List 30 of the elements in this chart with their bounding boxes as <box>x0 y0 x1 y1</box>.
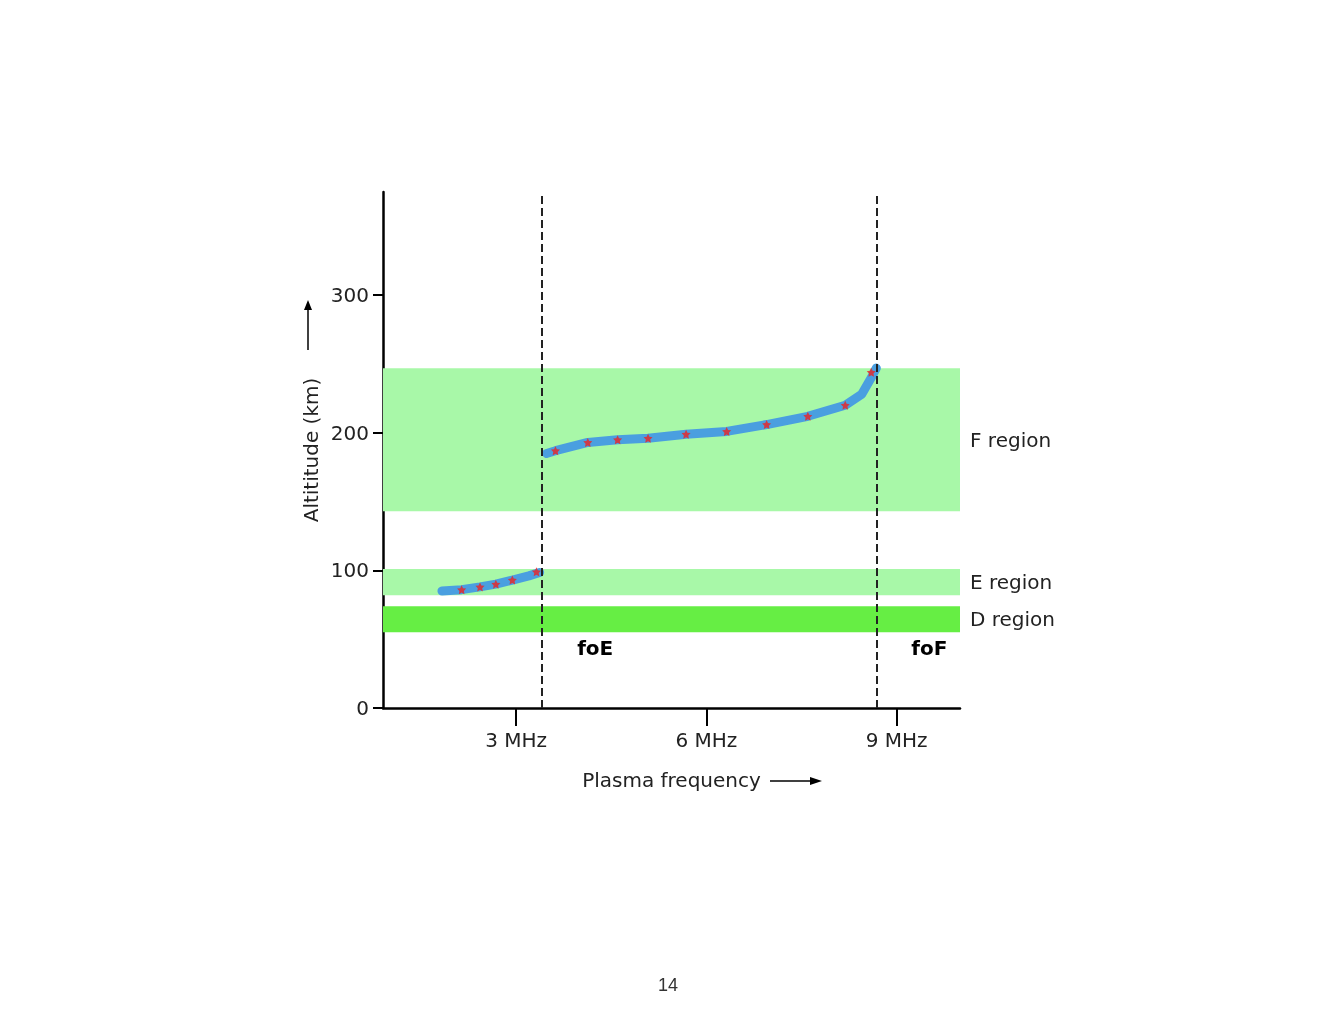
y-tick-label: 0 <box>356 696 369 720</box>
point <box>550 446 560 456</box>
x-tick-label: 6 MHz <box>675 728 738 752</box>
point <box>681 429 691 439</box>
point <box>643 433 653 443</box>
x-axis-title: Plasma frequency <box>582 768 762 792</box>
y-tick-label: 300 <box>330 283 369 308</box>
y-tick-label: 200 <box>330 420 369 445</box>
point <box>531 567 541 577</box>
point <box>475 582 485 592</box>
point <box>866 367 876 377</box>
point <box>803 411 813 421</box>
point <box>722 426 732 436</box>
y-tick-label: 100 <box>330 558 369 583</box>
ref-line-label: foF <box>911 636 948 660</box>
point <box>583 437 593 447</box>
band-label: E region <box>970 570 1053 595</box>
band-label: F region <box>970 427 1052 452</box>
ref-line-label: foE <box>577 636 614 660</box>
point <box>613 435 623 445</box>
x-tick-label: 3 MHz <box>485 728 548 752</box>
band-label: D region <box>970 607 1056 632</box>
point <box>457 585 467 595</box>
text: 14 <box>657 975 679 996</box>
x-tick-label: 9 MHz <box>865 728 928 752</box>
point <box>762 420 772 430</box>
point <box>491 579 501 589</box>
y-axis-title: Altititude (km) <box>299 377 323 523</box>
point <box>507 575 517 585</box>
point <box>840 400 850 410</box>
